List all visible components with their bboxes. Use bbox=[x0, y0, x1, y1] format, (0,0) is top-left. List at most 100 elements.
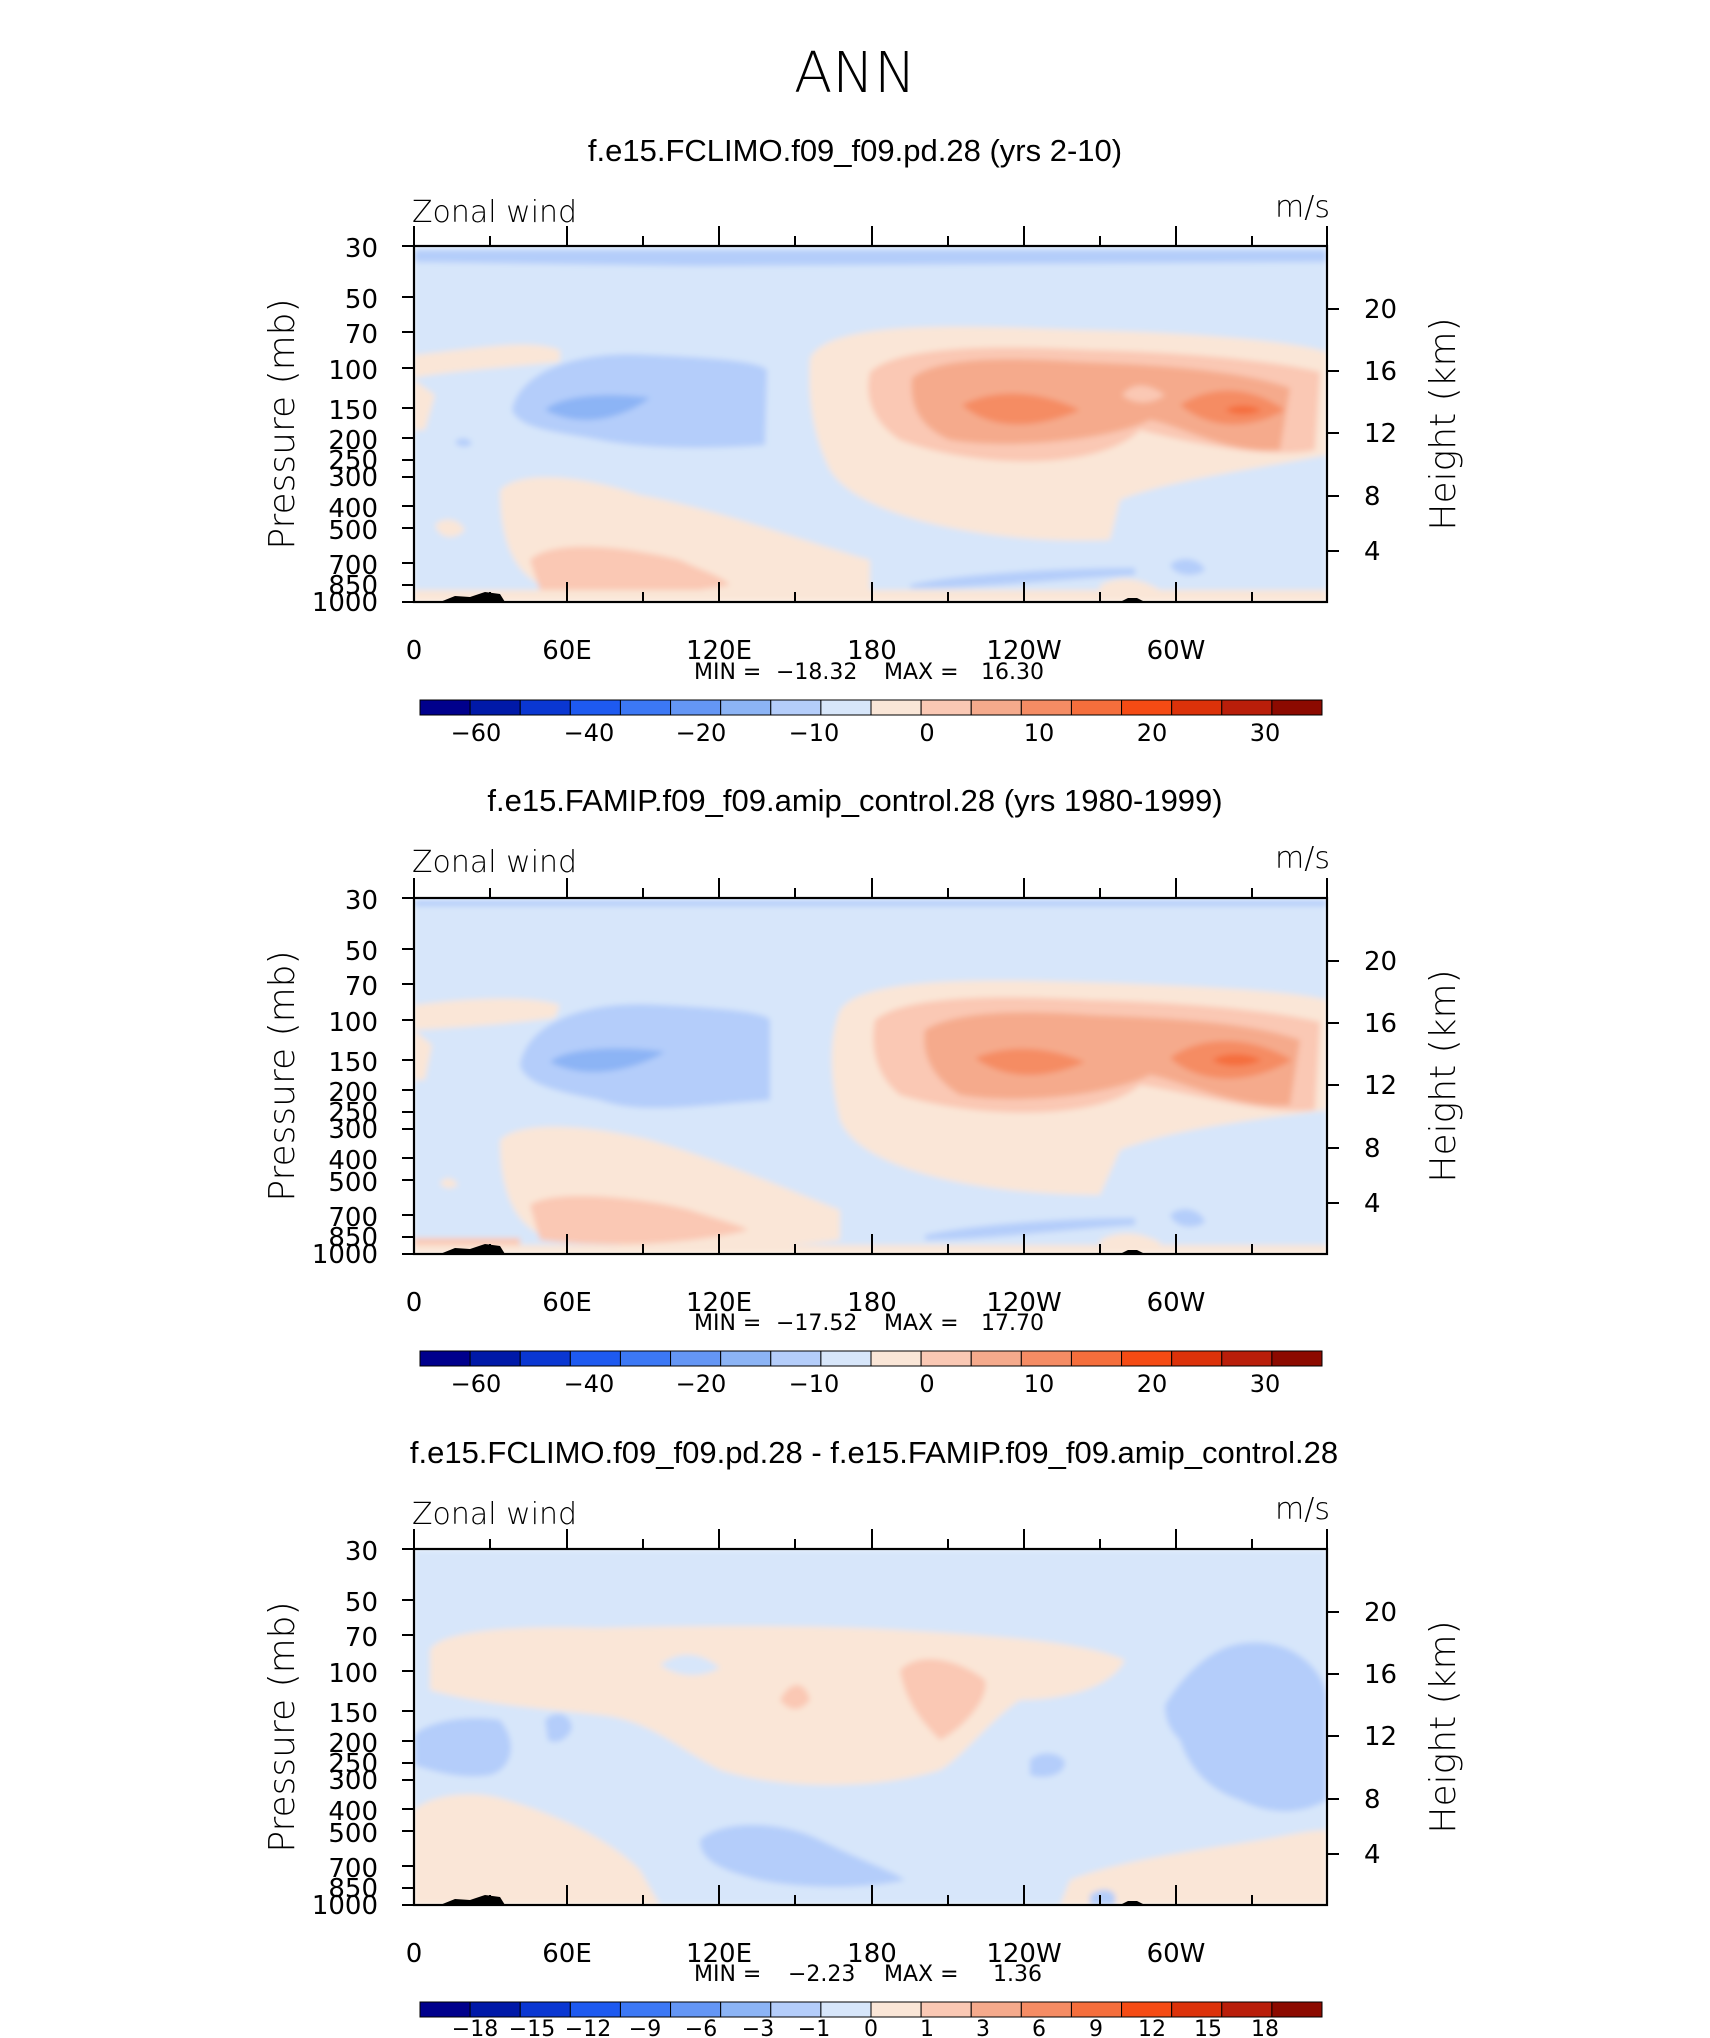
panel-2-variable-label: Zonal wind bbox=[412, 845, 577, 880]
panel-1-min-value: −18.32 bbox=[776, 660, 857, 685]
panel-3-x-tick: 60E bbox=[542, 1939, 592, 1969]
panel-1-y2-tick-labels: 20 16 12 8 4 bbox=[1364, 295, 1397, 567]
panel-1-y2-tick: 20 bbox=[1364, 295, 1397, 325]
panel-2-y2-tick: 8 bbox=[1364, 1134, 1381, 1164]
panel-3-ylabel: Pressure (mb) bbox=[262, 1601, 303, 1852]
panel-1-y-tick: 1000 bbox=[312, 588, 378, 618]
colorbar-swatch bbox=[569, 2001, 621, 2018]
colorbar-swatch bbox=[1121, 1350, 1173, 1367]
panel-1-variable-label: Zonal wind bbox=[412, 195, 577, 230]
colorbar-swatch bbox=[820, 699, 872, 716]
panel-2-contour-fill bbox=[414, 898, 1327, 1254]
panel-3-colorbar-label: 3 bbox=[976, 2017, 990, 2038]
panel-3-colorbar-label: 1 bbox=[920, 2017, 934, 2038]
panel-1-x-tick: 60E bbox=[542, 636, 592, 666]
panel-3-colorbar-label: 6 bbox=[1032, 2017, 1046, 2038]
panel-2-y-tick: 250 bbox=[328, 1098, 378, 1128]
panel-2-x-tick: 60E bbox=[542, 1288, 592, 1318]
panel-3: f.e15.FCLIMO.f09_f09.pd.28 - f.e15.FAMIP… bbox=[262, 1435, 1464, 2038]
panel-1-colorbar bbox=[419, 699, 1323, 716]
panel-3-y2-tick-labels: 20 16 12 8 4 bbox=[1364, 1598, 1397, 1870]
colorbar-swatch bbox=[1020, 1350, 1072, 1367]
panel-3-colorbar-label: −9 bbox=[629, 2017, 661, 2038]
panel-2-max-label: MAX = bbox=[884, 1311, 959, 1336]
panel-1-topography bbox=[440, 592, 505, 602]
panel-1-y-tick: 50 bbox=[345, 285, 378, 315]
panel-1-colorbar-labels: −60 −40 −20 −10 0 10 20 30 bbox=[451, 719, 1281, 747]
colorbar-swatch bbox=[920, 1350, 972, 1367]
colorbar-swatch bbox=[1171, 699, 1223, 716]
panel-2-colorbar-label: 10 bbox=[1024, 1370, 1055, 1398]
panel-2-colorbar-label: −60 bbox=[451, 1370, 502, 1398]
colorbar-swatch bbox=[519, 699, 571, 716]
panel-2-y2-tick: 4 bbox=[1364, 1189, 1381, 1219]
panel-2-y-tick: 70 bbox=[345, 972, 378, 1002]
panel-2-y-tick-labels: 30 50 70 100 150 200 250 300 400 500 700… bbox=[312, 886, 378, 1270]
panel-3-x-tick: 120W bbox=[986, 1939, 1061, 1969]
panel-1-colorbar-label: 20 bbox=[1137, 719, 1168, 747]
page-title: ANN bbox=[794, 41, 916, 106]
panel-2-colorbar-label: 0 bbox=[919, 1370, 934, 1398]
panel-3-y2-tick: 8 bbox=[1364, 1785, 1381, 1815]
panel-1-colorbar-label: −20 bbox=[676, 719, 727, 747]
colorbar-swatch bbox=[870, 2001, 922, 2018]
panel-1-colorbar-label: −40 bbox=[564, 719, 615, 747]
panel-1-y-tick: 400 bbox=[328, 494, 378, 524]
colorbar-swatch bbox=[1221, 1350, 1273, 1367]
panel-1-ylabel: Pressure (mb) bbox=[262, 298, 303, 549]
panel-1-y-tick: 850 bbox=[328, 571, 378, 601]
colorbar-swatch bbox=[670, 1350, 722, 1367]
panel-2-y2-tick-labels: 20 16 12 8 4 bbox=[1364, 947, 1397, 1219]
colorbar-swatch bbox=[720, 2001, 772, 2018]
panel-2-topography bbox=[440, 1244, 505, 1254]
colorbar-swatch bbox=[1221, 2001, 1273, 2018]
colorbar-swatch bbox=[619, 699, 672, 716]
colorbar-swatch bbox=[469, 1350, 521, 1367]
panel-3-units-label: m/s bbox=[1275, 1492, 1330, 1527]
panel-3-colorbar-label: 18 bbox=[1251, 2017, 1279, 2038]
panel-3-y-tick: 50 bbox=[345, 1588, 378, 1618]
panel-3-topography-andes bbox=[1120, 1901, 1145, 1905]
panel-1-y2-tick: 12 bbox=[1364, 419, 1397, 449]
panel-1-colorbar-label: 10 bbox=[1024, 719, 1055, 747]
panel-3-y-tick: 300 bbox=[328, 1766, 378, 1796]
panel-1-ticks bbox=[402, 226, 1339, 603]
panel-1-title: f.e15.FCLIMO.f09_f09.pd.28 (yrs 2-10) bbox=[588, 133, 1122, 168]
panel-3-y-tick: 400 bbox=[328, 1797, 378, 1827]
colorbar-swatch bbox=[720, 699, 772, 716]
panel-2-plot-area: 30 50 70 100 150 200 250 300 400 500 700… bbox=[262, 878, 1464, 1336]
colorbar-swatch bbox=[1070, 1350, 1123, 1367]
panel-2-y-tick: 300 bbox=[328, 1115, 378, 1145]
panel-1-plot-area: 30 50 70 100 150 200 250 300 400 500 700… bbox=[262, 226, 1464, 685]
panel-2-colorbar-label: −20 bbox=[676, 1370, 727, 1398]
panel-2-colorbar bbox=[419, 1350, 1323, 1367]
panel-3-x-tick: 120E bbox=[686, 1939, 752, 1969]
panel-3-y-tick: 200 bbox=[328, 1729, 378, 1759]
colorbar-swatch bbox=[870, 699, 922, 716]
panel-3-plot-area: 30 50 70 100 150 200 250 300 400 500 700… bbox=[262, 1529, 1464, 1987]
panel-1-max-label: MAX = bbox=[884, 660, 959, 685]
panel-3-colorbar-label: −15 bbox=[509, 2017, 555, 2038]
panel-2-y-tick: 50 bbox=[345, 937, 378, 967]
panel-3-variable-label: Zonal wind bbox=[412, 1497, 577, 1532]
panel-2-x-tick: 180 bbox=[847, 1288, 897, 1318]
colorbar-swatch bbox=[770, 699, 822, 716]
panel-2-colorbar-labels: −60 −40 −20 −10 0 10 20 30 bbox=[451, 1370, 1281, 1398]
panel-1-y2-tick: 4 bbox=[1364, 537, 1381, 567]
panel-3-x-tick: 60W bbox=[1147, 1939, 1206, 1969]
colorbar-swatch bbox=[1070, 2001, 1123, 2018]
panel-2-y-tick: 850 bbox=[328, 1223, 378, 1253]
panel-2-y-tick: 400 bbox=[328, 1146, 378, 1176]
colorbar-swatch bbox=[770, 1350, 822, 1367]
panel-3-title: f.e15.FCLIMO.f09_f09.pd.28 - f.e15.FAMIP… bbox=[410, 1435, 1338, 1470]
panel-3-max-label: MAX = bbox=[884, 1962, 959, 1987]
panel-3-colorbar-label: 12 bbox=[1138, 2017, 1166, 2038]
panel-3-colorbar bbox=[419, 2001, 1323, 2018]
panel-2-ticks bbox=[402, 878, 1339, 1255]
colorbar-swatch bbox=[1271, 1350, 1323, 1367]
panel-2-y2-tick: 20 bbox=[1364, 947, 1397, 977]
colorbar-swatch bbox=[920, 2001, 972, 2018]
panel-2-y2label: Height (km) bbox=[1423, 969, 1464, 1182]
panel-3-colorbar-label: 0 bbox=[864, 2017, 878, 2038]
panel-2-colorbar-label: −10 bbox=[789, 1370, 840, 1398]
